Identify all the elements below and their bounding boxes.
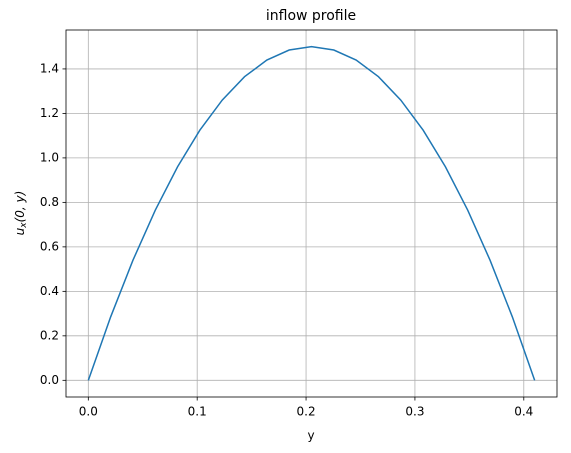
y-label-base: u: [13, 227, 27, 235]
y-tick-label: 1.4: [40, 61, 59, 75]
y-tick-label: 0.6: [40, 239, 59, 253]
y-tick-label: 1.0: [40, 150, 59, 164]
x-axis-label: y: [307, 429, 314, 443]
y-tick-label: 0.4: [40, 284, 59, 298]
x-tick-label: 0.0: [79, 405, 98, 419]
y-tick-label: 1.2: [40, 106, 59, 120]
y-tick-label: 0.2: [40, 328, 59, 342]
x-tick-label: 0.1: [188, 405, 207, 419]
line: [87, 45, 536, 381]
chart-title: inflow profile: [266, 8, 356, 24]
x-tick-label: 0.4: [514, 405, 533, 419]
y-tick-label: 0.8: [40, 195, 59, 209]
y-axis-label: ux(0, y): [13, 191, 29, 236]
y-label-rest: (0, y): [13, 191, 27, 223]
y-label-sub: x: [19, 222, 29, 229]
x-tick-label: 0.2: [297, 405, 316, 419]
x-tick-label: 0.3: [405, 405, 424, 419]
axes-frame: [65, 29, 558, 398]
y-tick-label: 0.0: [40, 373, 59, 387]
